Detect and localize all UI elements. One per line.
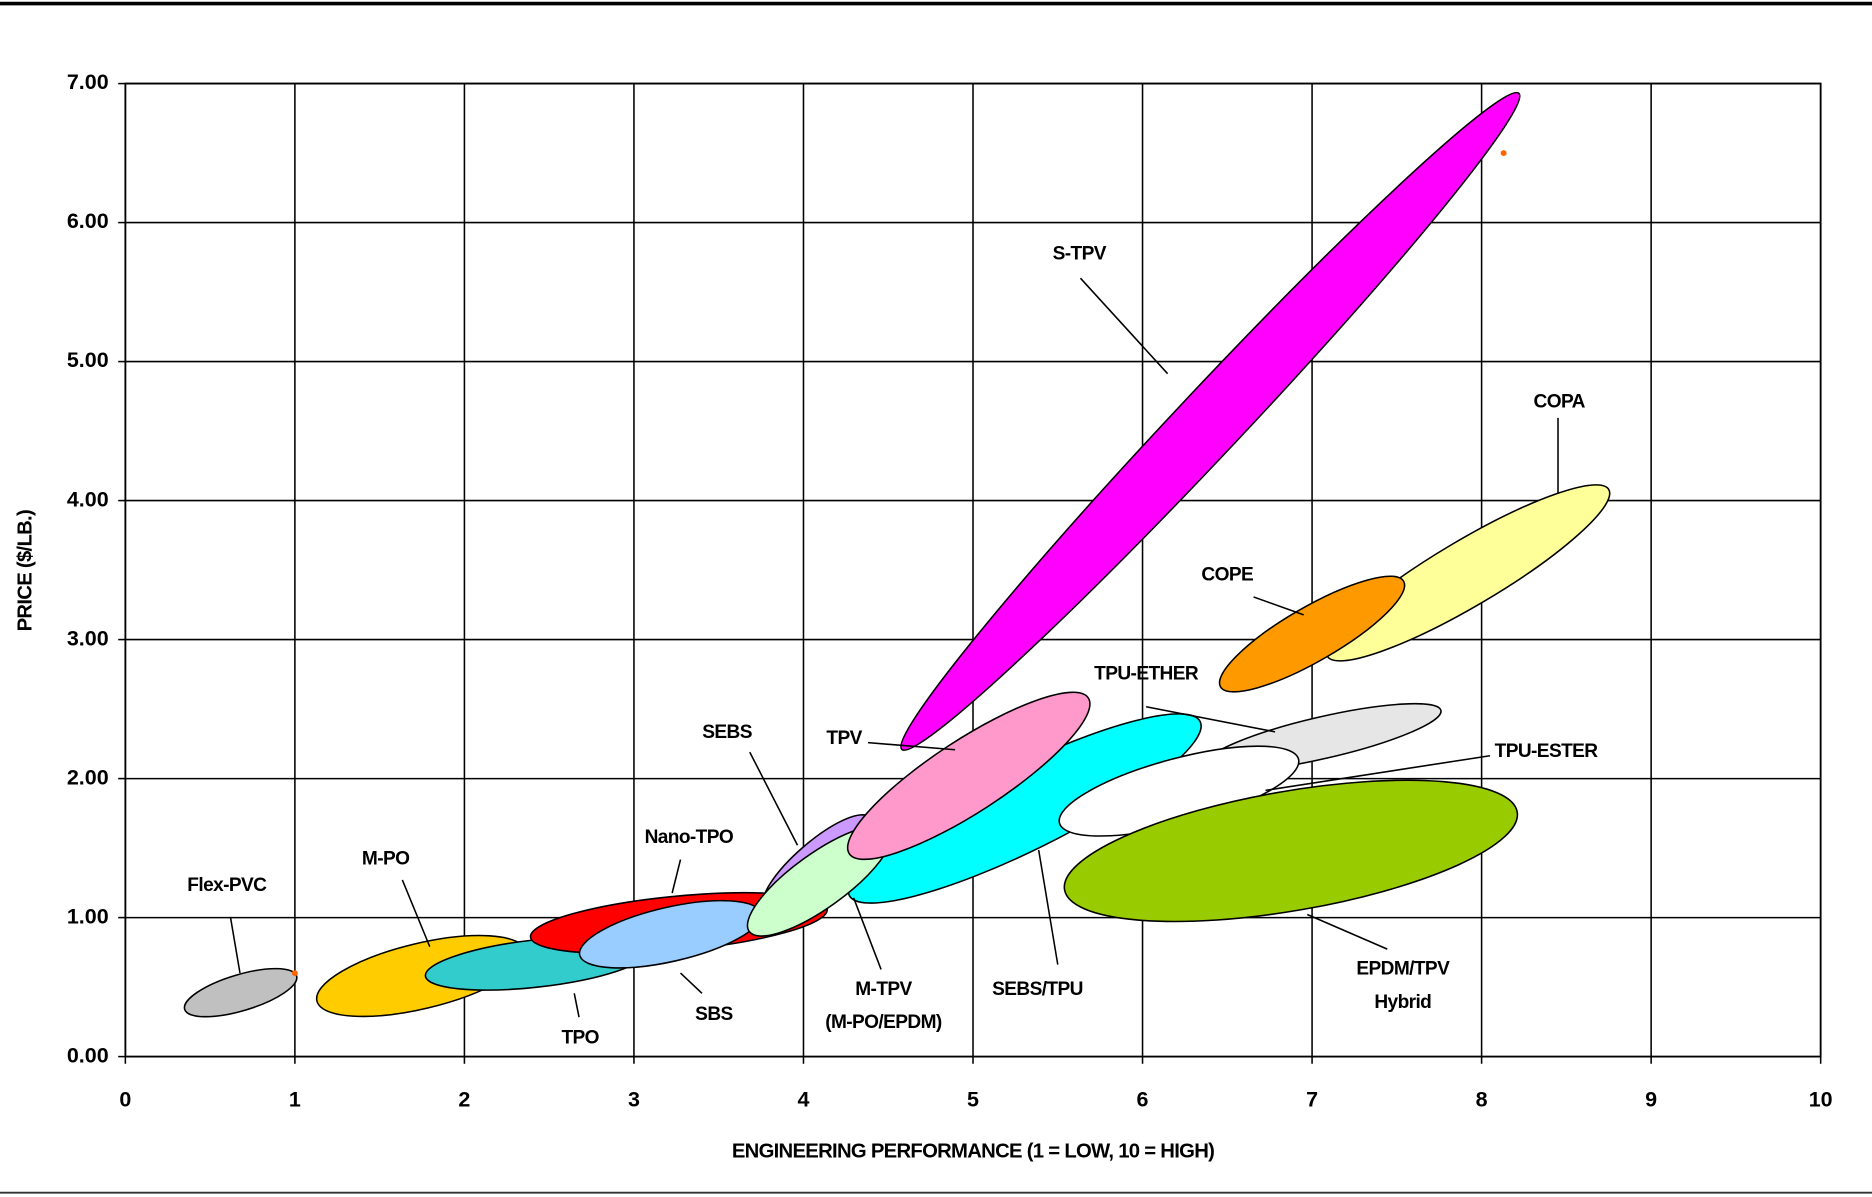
- region-ellipse: [183, 967, 298, 1018]
- leader-line: [401, 879, 431, 948]
- y-tick-label: 7.00: [67, 70, 109, 94]
- point: [1500, 150, 1507, 157]
- x-tick-label: 7: [1306, 1087, 1318, 1111]
- region-label: SBS: [695, 1004, 732, 1025]
- x-tick-label: 3: [628, 1087, 640, 1111]
- region-ellipse: [1218, 575, 1406, 693]
- region-label: M-PO: [362, 849, 410, 870]
- x-tick-label: 9: [1645, 1087, 1657, 1111]
- region-ellipse: [1063, 779, 1519, 923]
- leader-line: [679, 972, 703, 994]
- region-label: COPE: [1201, 565, 1253, 586]
- leader-line: [1306, 913, 1388, 950]
- region-label: Nano-TPO: [645, 827, 734, 848]
- y-tick-label: 4.00: [67, 487, 109, 511]
- region-label: SEBS/TPU: [992, 979, 1083, 1000]
- region-label: TPU-ESTER: [1495, 741, 1599, 762]
- region-label: S-TPV: [1053, 243, 1107, 264]
- leader-line: [229, 916, 241, 974]
- x-tick-label: 5: [967, 1087, 979, 1111]
- leader-line: [1037, 849, 1059, 965]
- leader-line: [671, 859, 682, 894]
- point: [291, 970, 298, 977]
- region-label: (M-PO/EPDM): [825, 1012, 942, 1033]
- leader-line: [1253, 596, 1304, 616]
- region-label: Hybrid: [1374, 992, 1431, 1013]
- leader-line: [1079, 277, 1169, 375]
- x-tick-label: 1: [289, 1087, 301, 1111]
- region-ellipse: [846, 691, 1091, 861]
- leader-line: [573, 993, 580, 1018]
- leader-line: [867, 741, 956, 751]
- x-tick-label: 4: [798, 1087, 810, 1111]
- leader-line: [1265, 754, 1491, 792]
- region-label: TPV: [826, 728, 862, 749]
- region-label: SEBS: [702, 722, 752, 743]
- x-tick-label: 8: [1476, 1087, 1488, 1111]
- leader-line: [749, 751, 799, 846]
- region-label: TPU-ETHER: [1094, 664, 1199, 685]
- plot-frame: [124, 82, 1822, 1058]
- region-label: TPO: [561, 1028, 599, 1049]
- y-axis-title: PRICE ($/LB.): [15, 510, 37, 631]
- y-tick-label: 1.00: [67, 904, 109, 928]
- y-tick-label: 5.00: [67, 348, 109, 372]
- x-tick-label: 2: [458, 1087, 470, 1111]
- x-tick-label: 0: [119, 1087, 131, 1111]
- leader-line: [852, 897, 882, 970]
- leader-line: [1145, 706, 1276, 733]
- region-label: Flex-PVC: [187, 875, 267, 896]
- region-label: COPA: [1534, 391, 1586, 412]
- y-tick-label: 2.00: [67, 765, 109, 789]
- y-tick-label: 0.00: [67, 1043, 109, 1067]
- region-ellipse: [900, 91, 1521, 751]
- y-tick-label: 6.00: [67, 209, 109, 233]
- x-tick-label: 10: [1809, 1087, 1833, 1111]
- x-tick-label: 6: [1137, 1087, 1149, 1111]
- y-tick-label: 3.00: [67, 626, 109, 650]
- x-axis-title: ENGINEERING PERFORMANCE (1 = LOW, 10 = H…: [732, 1140, 1214, 1162]
- region-label: EPDM/TPV: [1356, 958, 1450, 979]
- region-label: M-TPV: [855, 979, 912, 1000]
